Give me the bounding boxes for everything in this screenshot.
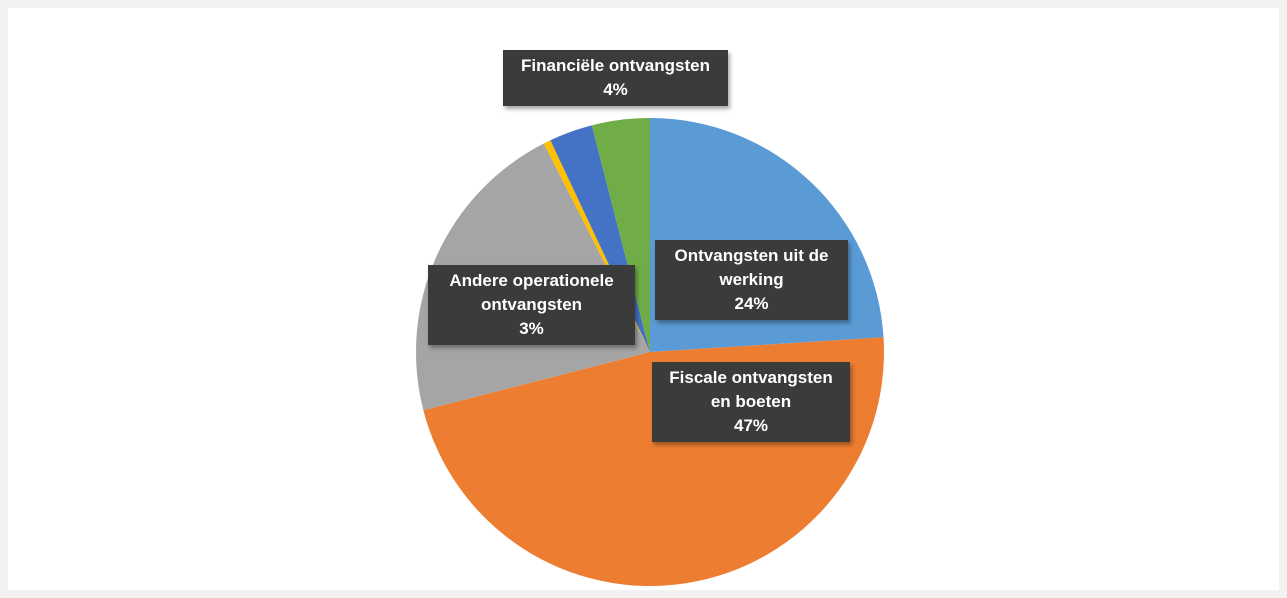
label-value: 3%	[519, 319, 544, 338]
data-label: Andere operationele ontvangsten 3%	[428, 265, 635, 345]
pie-slice	[591, 118, 650, 352]
data-label: Ontvangsten uit de werking 24%	[655, 240, 848, 320]
data-label: Financiële ontvangsten 4%	[503, 50, 728, 106]
label-value: 4%	[603, 80, 628, 99]
label-value: 24%	[734, 294, 769, 313]
label-category: Fiscale ontvangsten en boeten	[669, 368, 833, 411]
label-category: Financiële ontvangsten	[521, 56, 710, 75]
label-value: 47%	[733, 416, 769, 435]
label-category: Andere operationele ontvangsten	[449, 271, 614, 314]
data-label: Fiscale ontvangsten en boeten 47%	[652, 362, 850, 442]
label-category: Ontvangsten uit de werking	[674, 246, 829, 289]
